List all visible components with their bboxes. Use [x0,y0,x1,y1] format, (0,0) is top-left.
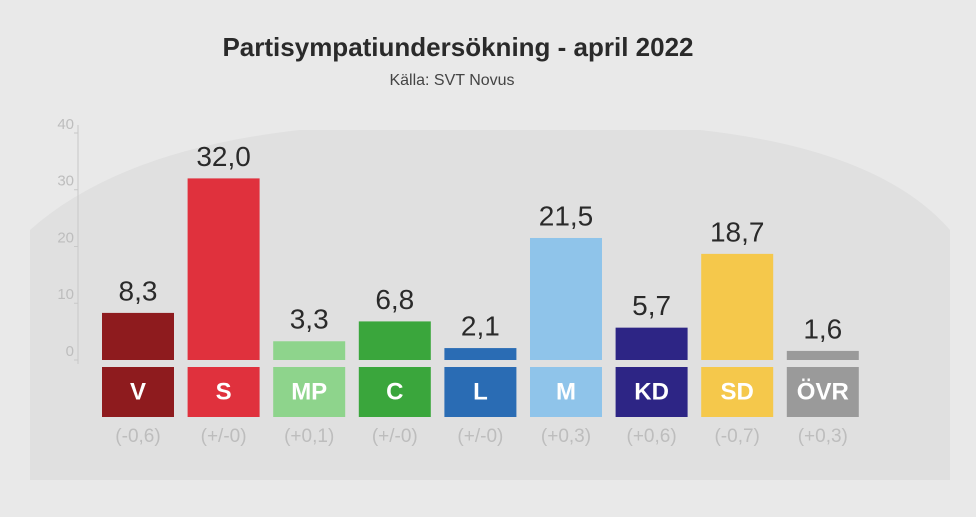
chart-title: Partisympatiundersökning - april 2022 [222,32,693,62]
y-tick-label: 40 [57,116,74,133]
y-tick-label: 30 [57,173,74,190]
change-label: (+0,3) [541,426,591,447]
y-tick-label: 10 [57,286,74,303]
category-box [615,367,688,417]
y-tick-label: 20 [57,229,74,246]
category-box [701,367,774,417]
bar [187,178,260,360]
value-label: 6,8 [375,284,414,315]
change-label: (+0,6) [627,426,677,447]
change-label: (+0,3) [798,426,848,447]
value-label: 8,3 [119,275,158,306]
change-label: (-0,6) [115,426,160,447]
category-box [786,367,859,417]
value-label: 18,7 [710,216,765,247]
x-tick-label: V [130,378,146,405]
bar [530,237,602,360]
x-tick-label: KD [634,378,669,405]
x-tick-label: C [386,378,403,405]
x-tick-label: L [473,378,488,405]
bar [786,350,859,360]
category-box [273,367,346,417]
y-tick-label: 0 [66,343,74,360]
value-label: 3,3 [290,304,329,335]
category-box [444,367,517,417]
bar [615,327,688,360]
change-label: (+/-0) [201,426,247,447]
x-tick-label: M [556,378,576,405]
bar [444,348,517,360]
x-tick-label: SD [721,378,754,405]
category-box [187,367,260,417]
change-label: (+/-0) [457,426,503,447]
bar [358,321,431,360]
x-tick-label: S [216,378,232,405]
change-label: (+0,1) [284,426,334,447]
change-label: (+/-0) [372,426,418,447]
bar [102,312,174,360]
value-label: 5,7 [632,290,671,321]
x-tick-label: ÖVR [797,378,849,405]
value-label: 2,1 [461,310,500,341]
change-label: (-0,7) [714,426,759,447]
bar [273,341,346,360]
category-box [102,367,174,417]
category-box [358,367,431,417]
category-box [530,367,602,417]
x-tick-label: MP [291,378,327,405]
chart-subtitle: Källa: SVT Novus [389,72,514,89]
value-label: 32,0 [196,141,251,172]
value-label: 1,6 [803,313,842,344]
bar [701,253,774,360]
value-label: 21,5 [539,200,594,231]
